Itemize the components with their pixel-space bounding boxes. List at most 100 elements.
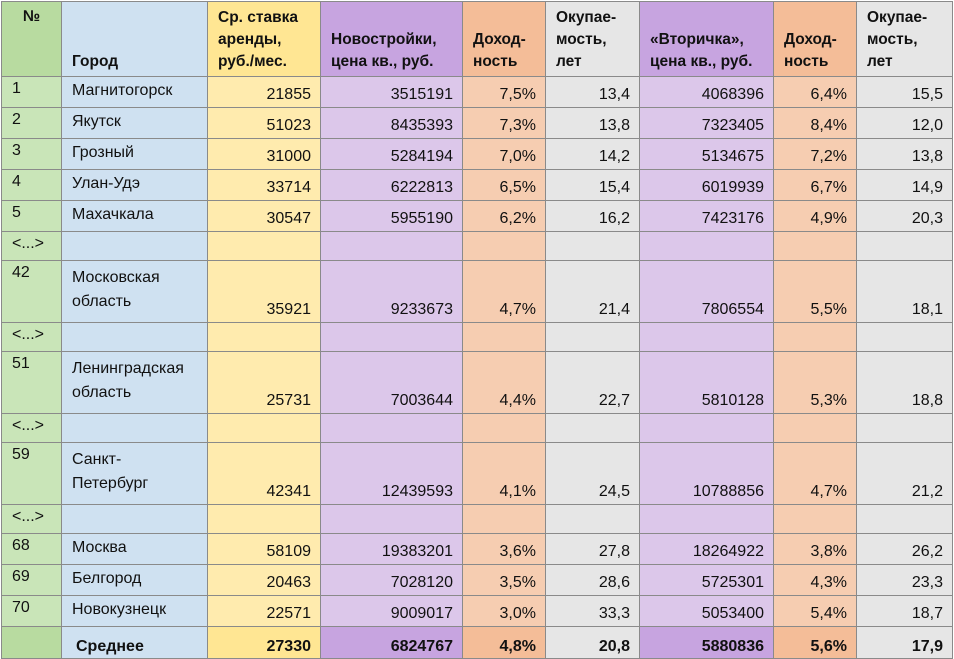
footer-new-yield: 4,8% (462, 626, 546, 659)
row-new-yield: 4,7% (462, 260, 546, 323)
row-rent: 31000 (207, 138, 321, 170)
row-sec-yield: 4,9% (773, 200, 857, 232)
row-num: 3 (1, 138, 62, 170)
row-new-price (320, 413, 463, 443)
row-sec-price: 5810128 (639, 351, 774, 414)
row-new-yield: 3,6% (462, 533, 546, 565)
row-city: Ленинградская область (61, 351, 208, 414)
row-sec-yield: 4,7% (773, 442, 857, 505)
row-rent: 20463 (207, 564, 321, 596)
row-num: 68 (1, 533, 62, 565)
table-row: 5 Махачкала 30547 5955190 6,2% 16,2 7423176 4,9… (1, 200, 953, 232)
row-sec-yield (773, 322, 857, 352)
row-new-yield: 6,5% (462, 169, 546, 201)
row-sec-yield: 5,3% (773, 351, 857, 414)
row-new-payback: 14,2 (545, 138, 640, 170)
row-sec-price: 5053400 (639, 595, 774, 627)
row-city: Грозный (61, 138, 208, 170)
footer-sec-price: 5880836 (639, 626, 774, 659)
row-sec-payback: 18,1 (856, 260, 953, 323)
row-sec-price (639, 504, 774, 534)
row-new-payback (545, 322, 640, 352)
row-new-payback (545, 413, 640, 443)
row-new-payback: 28,6 (545, 564, 640, 596)
row-sec-payback (856, 231, 953, 261)
row-city: Улан-Удэ (61, 169, 208, 201)
row-num: 2 (1, 107, 62, 139)
row-new-payback: 13,8 (545, 107, 640, 139)
row-sec-payback: 21,2 (856, 442, 953, 505)
row-new-yield: 3,5% (462, 564, 546, 596)
table-row: 42 Московская область 35921 9233673 4,7% 21,4… (1, 260, 953, 323)
row-new-yield (462, 322, 546, 352)
header-sec-price: «Вторичка», цена кв., руб. (639, 1, 774, 77)
row-city: Москва (61, 533, 208, 565)
row-sec-yield (773, 231, 857, 261)
row-rent: 21855 (207, 76, 321, 108)
row-sec-yield: 4,3% (773, 564, 857, 596)
row-num: 4 (1, 169, 62, 201)
row-sec-price (639, 322, 774, 352)
row-num: 1 (1, 76, 62, 108)
row-city: Санкт-Петербург (61, 442, 208, 505)
row-num: 69 (1, 564, 62, 596)
row-num: 51 (1, 351, 62, 414)
footer-new-price: 6824767 (320, 626, 463, 659)
row-new-payback: 27,8 (545, 533, 640, 565)
row-new-yield: 4,4% (462, 351, 546, 414)
row-sec-price: 5725301 (639, 564, 774, 596)
row-num: 5 (1, 200, 62, 232)
row-new-yield (462, 413, 546, 443)
footer-sec-payback: 17,9 (856, 626, 953, 659)
row-sec-payback: 14,9 (856, 169, 953, 201)
row-new-payback: 22,7 (545, 351, 640, 414)
row-new-price (320, 322, 463, 352)
row-new-yield (462, 504, 546, 534)
row-city (61, 231, 208, 261)
table-row: 59 Санкт-Петербург 42341 12439593 4,1% 24,5 10… (1, 442, 953, 505)
row-new-price: 5955190 (320, 200, 463, 232)
row-sec-price: 7806554 (639, 260, 774, 323)
row-city (61, 504, 208, 534)
row-rent: 33714 (207, 169, 321, 201)
row-new-payback: 21,4 (545, 260, 640, 323)
table-row: 70 Новокузнецк 22571 9009017 3,0% 33,3 5053400… (1, 595, 953, 627)
row-rent (207, 504, 321, 534)
footer-label: Среднее (61, 626, 208, 659)
row-city: Новокузнецк (61, 595, 208, 627)
table-body: 1 Магнитогорск 21855 3515191 7,5% 13,4 4068396… (1, 76, 953, 627)
row-sec-payback (856, 322, 953, 352)
row-new-payback: 33,3 (545, 595, 640, 627)
row-new-yield: 7,5% (462, 76, 546, 108)
row-sec-price: 7323405 (639, 107, 774, 139)
row-sec-yield: 8,4% (773, 107, 857, 139)
row-new-price: 8435393 (320, 107, 463, 139)
header-city: Город (61, 1, 208, 77)
row-city (61, 322, 208, 352)
row-sec-payback: 20,3 (856, 200, 953, 232)
row-sec-payback: 26,2 (856, 533, 953, 565)
row-new-price: 6222813 (320, 169, 463, 201)
table-gap-row: <...> (1, 504, 953, 534)
table-row: 4 Улан-Удэ 33714 6222813 6,5% 15,4 6019939 6,7%… (1, 169, 953, 201)
table-row: 1 Магнитогорск 21855 3515191 7,5% 13,4 4068396… (1, 76, 953, 108)
row-sec-yield: 3,8% (773, 533, 857, 565)
row-sec-payback: 18,7 (856, 595, 953, 627)
row-new-yield: 7,3% (462, 107, 546, 139)
row-sec-payback: 23,3 (856, 564, 953, 596)
table-row: 51 Ленинградская область 25731 7003644 4,4% 2… (1, 351, 953, 414)
row-new-price: 7003644 (320, 351, 463, 414)
row-sec-yield: 6,7% (773, 169, 857, 201)
row-sec-payback (856, 504, 953, 534)
row-rent (207, 413, 321, 443)
row-new-payback: 24,5 (545, 442, 640, 505)
row-new-yield: 4,1% (462, 442, 546, 505)
table-row: 68 Москва 58109 19383201 3,6% 27,8 18264922 3,8… (1, 533, 953, 565)
row-new-price: 3515191 (320, 76, 463, 108)
row-rent: 58109 (207, 533, 321, 565)
row-city: Махачкала (61, 200, 208, 232)
row-new-yield (462, 231, 546, 261)
row-new-yield: 6,2% (462, 200, 546, 232)
row-sec-price: 7423176 (639, 200, 774, 232)
row-sec-yield: 5,5% (773, 260, 857, 323)
